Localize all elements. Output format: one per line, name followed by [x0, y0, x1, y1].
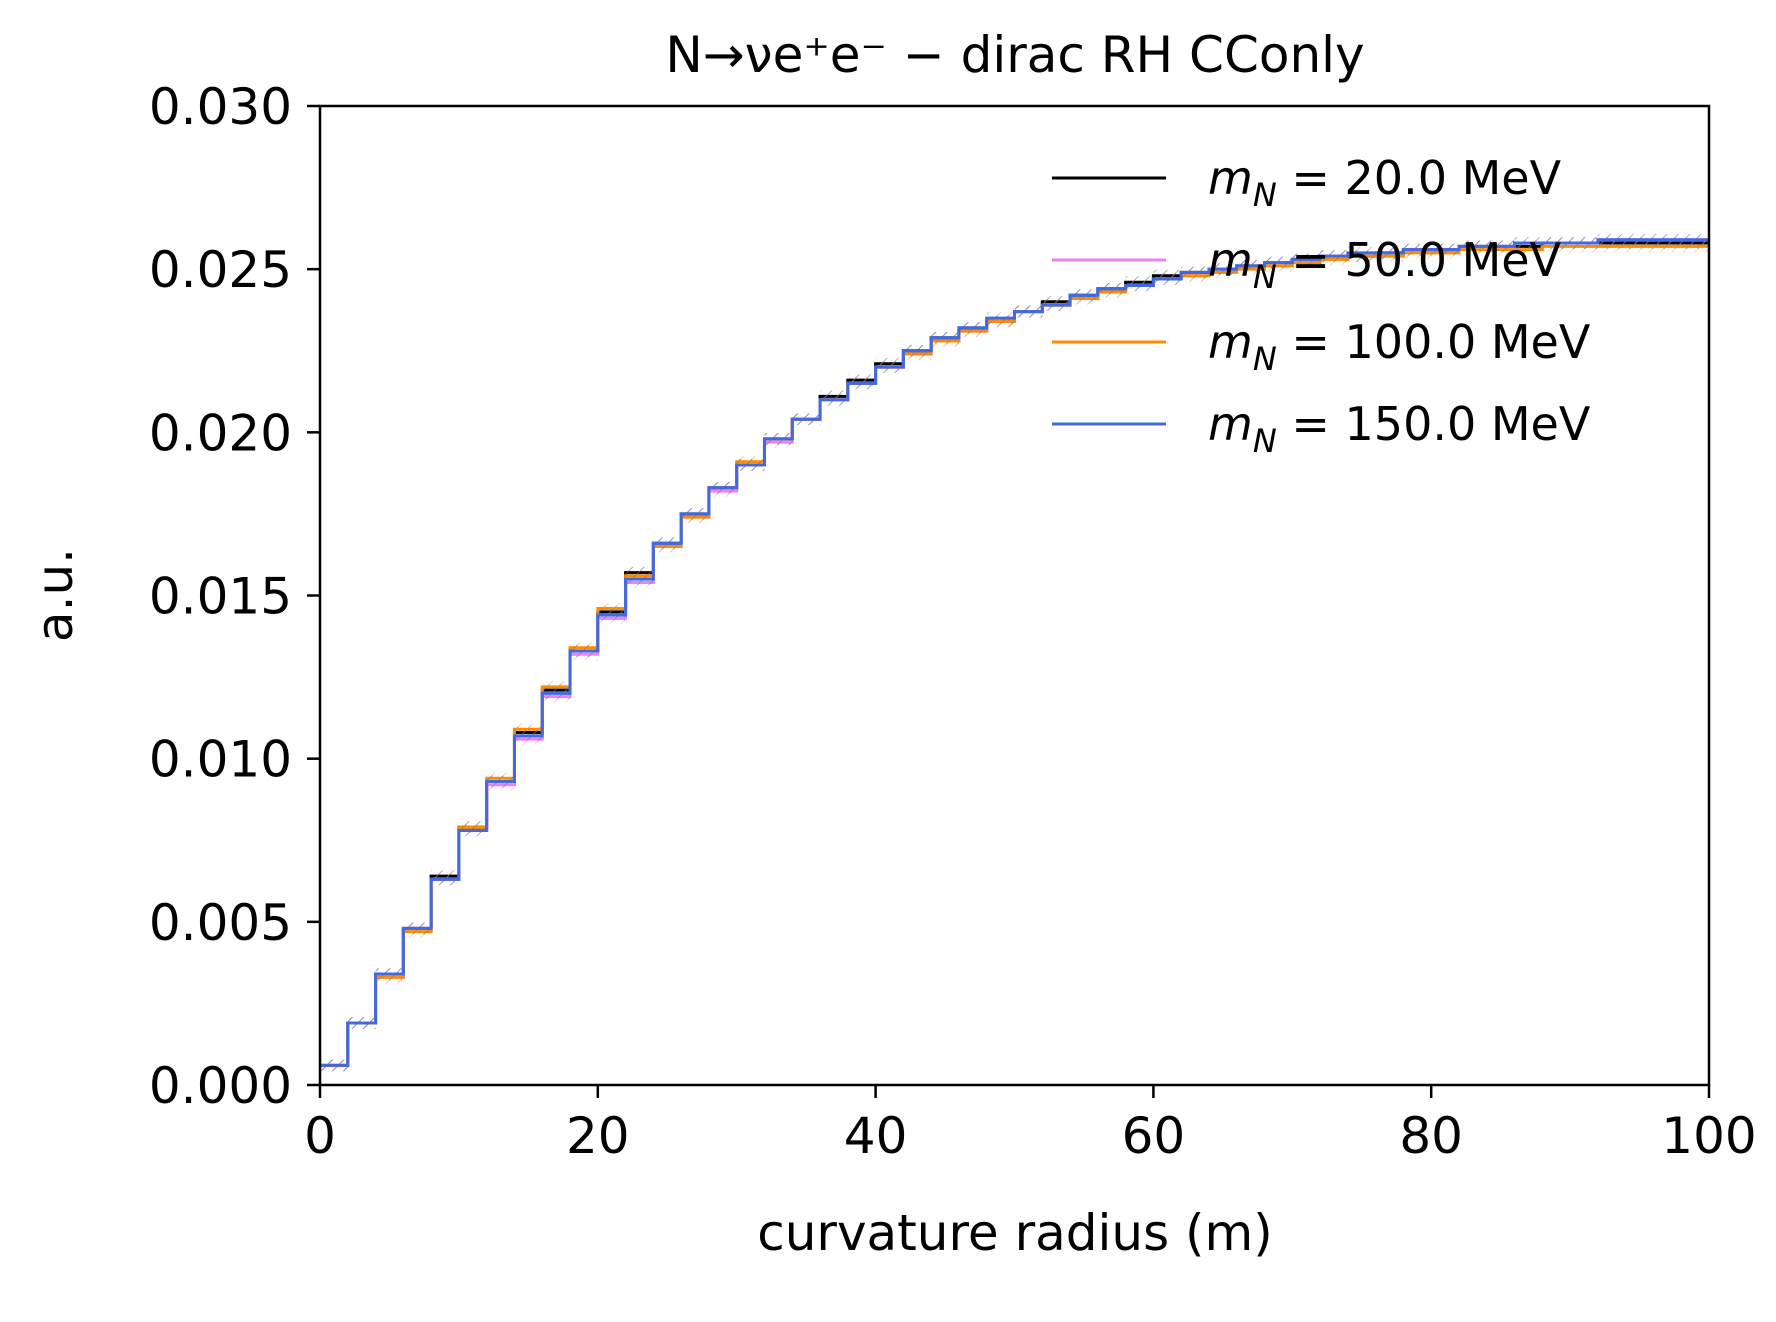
y-tick-label: 0.005 [149, 894, 292, 952]
y-axis: 0.000 0.005 0.010 0.015 0.020 0.025 0.030 [149, 78, 320, 1115]
x-tick-label: 100 [1661, 1107, 1756, 1165]
legend-item: mN = 50.0 MeV [1052, 233, 1562, 296]
y-tick-label: 0.010 [149, 731, 292, 789]
y-tick-label: 0.025 [149, 241, 292, 299]
legend-label: mN = 50.0 MeV [1208, 233, 1562, 296]
legend-item: mN = 100.0 MeV [1052, 315, 1591, 378]
step-line [320, 238, 1709, 1067]
x-tick-label: 80 [1399, 1107, 1463, 1165]
x-axis: 0 20 40 60 80 100 [304, 1085, 1757, 1165]
legend-label: mN = 150.0 MeV [1208, 397, 1591, 460]
series-4 [320, 233, 1709, 1072]
x-tick-label: 40 [844, 1107, 908, 1165]
chart-title: N→νe⁺e⁻ − dirac RH CConly [665, 26, 1364, 84]
legend-item: mN = 150.0 MeV [1052, 397, 1591, 460]
legend-item: mN = 20.0 MeV [1052, 151, 1562, 214]
step-line [320, 244, 1709, 1067]
y-tick-label: 0.000 [149, 1057, 292, 1115]
legend-label: mN = 100.0 MeV [1208, 315, 1591, 378]
legend: mN = 20.0 MeV mN = 50.0 MeV mN = 100.0 MeV… [1052, 151, 1591, 460]
x-tick-label: 60 [1122, 1107, 1186, 1165]
y-tick-label: 0.020 [149, 404, 292, 462]
x-tick-label: 0 [304, 1107, 336, 1165]
x-tick-label: 20 [566, 1107, 630, 1165]
y-axis-label: a.u. [26, 548, 84, 642]
legend-label: mN = 20.0 MeV [1208, 151, 1562, 214]
x-axis-label: curvature radius (m) [757, 1204, 1273, 1262]
y-tick-label: 0.015 [149, 568, 292, 626]
series-layer [320, 233, 1709, 1072]
y-tick-label: 0.030 [149, 78, 292, 136]
